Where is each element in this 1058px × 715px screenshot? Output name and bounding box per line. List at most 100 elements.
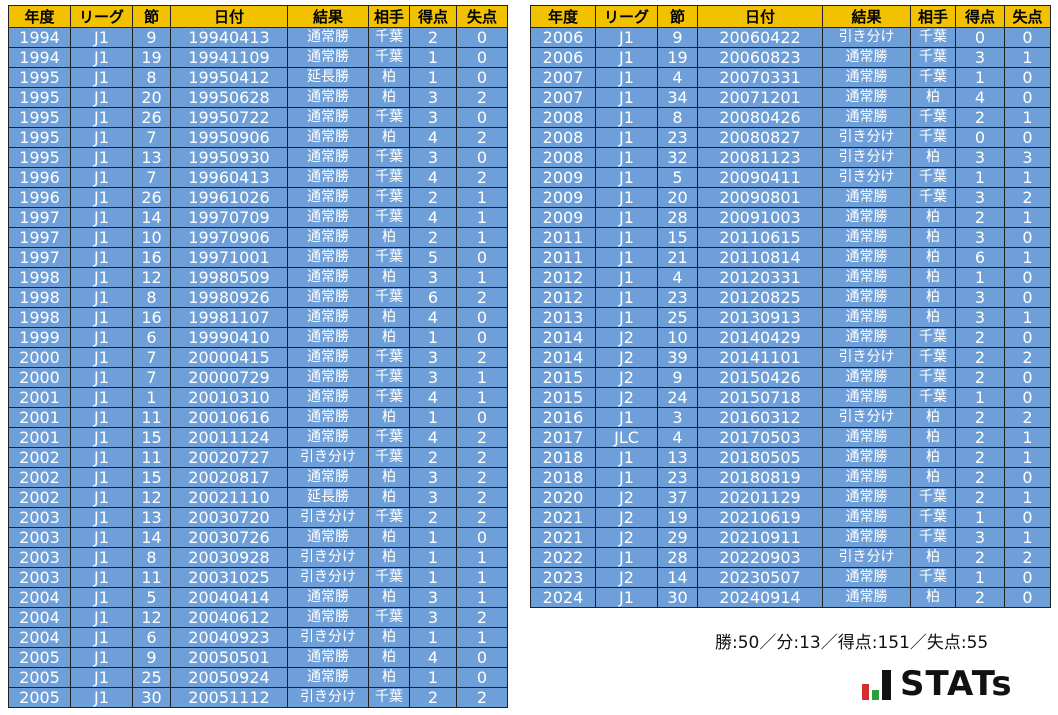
table-row: 2002 J1 15 20020817 通常勝柏 3 2	[8, 467, 508, 488]
header-cell: リーグ	[70, 5, 133, 28]
table-cell: 20030928	[170, 547, 288, 568]
table-row: 2023 J2 14 20230507 通常勝 千葉 1 0	[530, 567, 1051, 588]
table-cell: 1	[409, 407, 457, 428]
summary: 勝:50／分:13／得点:151／失点:55	[715, 633, 989, 653]
table-cell: 柏	[368, 467, 410, 488]
table-cell: 20081123	[697, 147, 823, 168]
table-cell: J1	[70, 107, 133, 128]
table-cell: 19941109	[170, 47, 288, 68]
table-cell: 0	[456, 47, 508, 68]
table-cell: J1	[595, 207, 658, 228]
table-cell: 1	[456, 207, 508, 228]
table-row: 2007 J1 4 20070331 通常勝 千葉 1 0	[530, 67, 1051, 88]
table-cell: J1	[70, 167, 133, 188]
table-cell: 通常勝	[822, 447, 911, 468]
table-cell: 5	[657, 167, 698, 188]
table-cell: 20110615	[697, 227, 823, 248]
table-cell: 2006	[530, 47, 596, 68]
table-cell: 3	[955, 147, 1005, 168]
table-cell: J1	[70, 607, 133, 628]
table-cell: 通常勝	[287, 367, 369, 388]
table-cell: J1	[70, 407, 133, 428]
table-row: 2009 J1 5 20090411 引き分け 千葉 1 1	[530, 167, 1051, 188]
table-cell: 2	[955, 427, 1005, 448]
table-cell: 25	[132, 667, 171, 688]
table-cell: 2	[955, 327, 1005, 348]
table-cell: 0	[1004, 567, 1051, 588]
table-cell: 3	[955, 527, 1005, 548]
table-row: 2003 J1 13 20030720 引き分け 千葉 2 2	[8, 507, 508, 528]
table-cell: 2004	[8, 607, 71, 628]
table-cell: 千葉	[910, 487, 956, 508]
table-cell: 千葉	[368, 167, 410, 188]
table-cell: 3	[409, 587, 457, 608]
table-cell: 1	[955, 387, 1005, 408]
table-cell: 3	[409, 347, 457, 368]
table-row: 2011 J1 15 20110615 通常勝柏 3 0	[530, 227, 1051, 248]
table-cell: 1998	[8, 307, 71, 328]
table-cell: J1	[70, 307, 133, 328]
table-cell: 2	[456, 687, 508, 708]
table-cell: J1	[595, 307, 658, 328]
table-cell: 20070331	[697, 67, 823, 88]
table-cell: 2021	[530, 527, 596, 548]
table-cell: 千葉	[368, 27, 410, 48]
table-cell: 1997	[8, 247, 71, 268]
table-cell: 20071201	[697, 87, 823, 108]
table-cell: 1996	[8, 167, 71, 188]
table-cell: 2	[1004, 347, 1051, 368]
table-cell: J1	[70, 587, 133, 608]
table-row: 2008 J1 23 20080827 引き分け 千葉 0 0	[530, 127, 1051, 148]
table-cell: J1	[70, 127, 133, 148]
table-cell: 1	[409, 547, 457, 568]
table-cell: 通常勝	[287, 207, 369, 228]
table-cell: 通常勝	[287, 327, 369, 348]
table-cell: 20	[132, 87, 171, 108]
table-cell: 通常勝	[822, 267, 911, 288]
table-cell: 通常勝	[822, 507, 911, 528]
header-cell: 節	[132, 5, 171, 28]
table-cell: 19970709	[170, 207, 288, 228]
table-cell: 20021110	[170, 487, 288, 508]
table-cell: 千葉	[368, 107, 410, 128]
table-cell: 2000	[8, 347, 71, 368]
table-cell: 20210619	[697, 507, 823, 528]
table-cell: 2018	[530, 467, 596, 488]
table-cell: 柏	[368, 227, 410, 248]
table-cell: 1	[456, 627, 508, 648]
table-cell: 12	[132, 267, 171, 288]
table-cell: 2011	[530, 247, 596, 268]
header-cell: リーグ	[595, 5, 658, 28]
table-cell: 2005	[8, 687, 71, 708]
table-cell: 20120825	[697, 287, 823, 308]
table-cell: 2013	[530, 307, 596, 328]
table-cell: 19980926	[170, 287, 288, 308]
table-cell: J1	[70, 47, 133, 68]
table-cell: 通常勝	[287, 87, 369, 108]
table-cell: 0	[456, 667, 508, 688]
table-cell: 通常勝	[287, 267, 369, 288]
table-cell: 19990410	[170, 327, 288, 348]
table-cell: J2	[595, 367, 658, 388]
table-cell: 20080426	[697, 107, 823, 128]
table-row: 2015 J2 24 20150718 通常勝 千葉 1 0	[530, 387, 1051, 408]
table-cell: 千葉	[368, 47, 410, 68]
table-cell: 通常勝	[287, 307, 369, 328]
header-cell: 相手	[910, 5, 956, 28]
table-cell: 0	[1004, 327, 1051, 348]
table-cell: 30	[132, 687, 171, 708]
table-cell: J1	[70, 447, 133, 468]
table-cell: 2002	[8, 447, 71, 468]
table-cell: 引き分け	[287, 507, 369, 528]
table-row: 2005 J1 25 20050924 通常勝柏 1 0	[8, 667, 508, 688]
table-cell: 3	[657, 407, 698, 428]
table-cell: 1	[1004, 527, 1051, 548]
table-cell: 4	[409, 207, 457, 228]
table-cell: 1	[409, 327, 457, 348]
table-cell: 15	[132, 467, 171, 488]
header-cell: 日付	[170, 5, 288, 28]
table-cell: 2008	[530, 107, 596, 128]
table-cell: J1	[70, 67, 133, 88]
table-cell: 千葉	[910, 27, 956, 48]
table-cell: 12	[132, 487, 171, 508]
